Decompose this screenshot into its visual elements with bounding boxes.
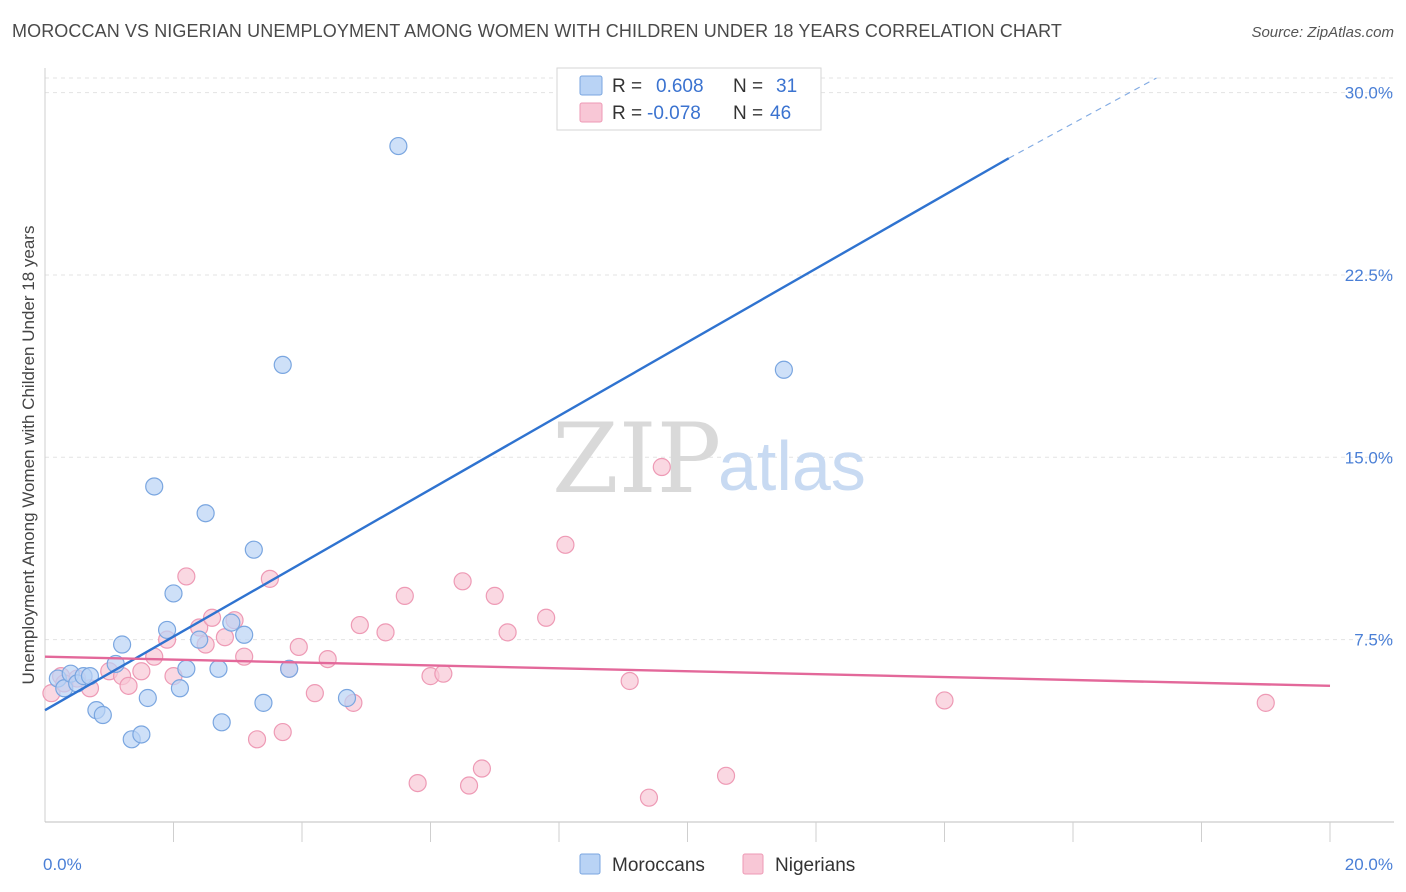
y-tick-label-0: 7.5% bbox=[1354, 631, 1393, 650]
legend-box: R = 0.608 N = 31 R = -0.078 N = 46 bbox=[556, 67, 822, 131]
nigerians-point-38 bbox=[556, 535, 575, 554]
nigerians-point-33 bbox=[459, 776, 479, 795]
nigerians-point-23 bbox=[305, 684, 324, 703]
x-tick-label-0: 0.0% bbox=[43, 855, 82, 874]
nigerians-point-40 bbox=[639, 788, 659, 807]
nigerians-point-27 bbox=[376, 623, 395, 642]
y-tick-labels: 7.5% 15.0% 22.5% 30.0% bbox=[1345, 84, 1393, 650]
watermark-atlas: atlas bbox=[718, 427, 866, 505]
bottom-legend-swatch-nigerians bbox=[742, 853, 764, 875]
nigerians-point-24 bbox=[318, 649, 337, 669]
nigerians-point-34 bbox=[472, 759, 491, 778]
moroccans-point-14 bbox=[157, 620, 177, 640]
nigerians-point-20 bbox=[273, 722, 292, 742]
nigerians-point-35 bbox=[485, 586, 504, 605]
moroccans-point-23 bbox=[235, 625, 254, 644]
moroccans-point-27 bbox=[280, 659, 299, 678]
axes bbox=[44, 68, 1394, 842]
moroccans-points bbox=[48, 136, 793, 749]
watermark-zip: ZIP bbox=[552, 403, 721, 515]
nigerians-point-25 bbox=[350, 615, 369, 635]
moroccans-point-26 bbox=[273, 355, 292, 375]
moroccans-point-22 bbox=[222, 613, 241, 632]
nigerians-point-17 bbox=[235, 647, 254, 666]
nigerians-point-39 bbox=[620, 671, 639, 691]
nigerians-point-31 bbox=[434, 664, 453, 683]
nigerians-point-28 bbox=[395, 586, 414, 605]
nigerians-point-44 bbox=[1256, 693, 1275, 712]
moroccans-point-29 bbox=[389, 136, 408, 156]
moroccans-point-12 bbox=[138, 688, 157, 708]
legend-r-label-nigerians: R = bbox=[612, 103, 642, 124]
nigerians-point-6 bbox=[119, 676, 138, 695]
moroccans-point-16 bbox=[170, 679, 190, 698]
y-tick-label-3: 30.0% bbox=[1345, 84, 1393, 103]
bottom-legend-moroccans: Moroccans bbox=[612, 855, 705, 876]
moroccans-trend-line bbox=[44, 157, 1010, 712]
nigerians-point-22 bbox=[289, 637, 308, 657]
y-tick-label-2: 22.5% bbox=[1345, 266, 1393, 285]
moroccans-point-20 bbox=[209, 659, 228, 678]
y-tick-label-1: 15.0% bbox=[1345, 448, 1393, 467]
bottom-legend-swatch-moroccans bbox=[579, 853, 601, 875]
legend-swatch-moroccans bbox=[579, 75, 603, 96]
nigerians-point-37 bbox=[537, 608, 556, 627]
moroccans-point-30 bbox=[774, 360, 793, 379]
legend-n-label-moroccans: N = bbox=[733, 76, 763, 97]
moroccans-point-13 bbox=[145, 477, 164, 496]
nigerians-point-36 bbox=[498, 623, 517, 642]
legend-r-label-moroccans: R = bbox=[612, 76, 642, 97]
nigerians-point-18 bbox=[247, 730, 267, 749]
source-label: Source: ZipAtlas.com bbox=[1251, 24, 1394, 41]
nigerians-point-14 bbox=[202, 608, 222, 627]
nigerians-point-43 bbox=[935, 691, 954, 710]
legend-n-value-nigerians: 46 bbox=[770, 103, 791, 124]
moroccans-point-11 bbox=[132, 725, 151, 744]
nigerians-point-41 bbox=[652, 457, 671, 477]
moroccans-point-25 bbox=[254, 693, 273, 712]
y-axis-label: Unemployment Among Women with Children U… bbox=[19, 226, 38, 685]
bottom-legend: Moroccans Nigerians bbox=[579, 853, 855, 876]
moroccans-point-7 bbox=[93, 705, 112, 725]
moroccans-trend-extension bbox=[1008, 77, 1157, 159]
trend-lines bbox=[44, 77, 1331, 712]
legend-r-value-nigerians: -0.078 bbox=[647, 103, 701, 124]
nigerians-point-29 bbox=[408, 773, 427, 793]
moroccans-point-28 bbox=[337, 688, 357, 708]
moroccans-point-15 bbox=[164, 584, 183, 603]
legend-n-value-moroccans: 31 bbox=[776, 76, 797, 97]
moroccans-point-17 bbox=[177, 659, 196, 678]
legend-swatch-nigerians bbox=[579, 102, 603, 123]
bottom-legend-nigerians: Nigerians bbox=[775, 855, 855, 876]
x-tick-labels: 0.0% 20.0% bbox=[43, 855, 1393, 874]
legend-n-label-nigerians: N = bbox=[733, 103, 763, 124]
legend-r-value-moroccans: 0.608 bbox=[656, 76, 704, 97]
nigerians-point-32 bbox=[453, 572, 472, 591]
moroccans-point-9 bbox=[112, 635, 132, 654]
nigerians-point-11 bbox=[177, 567, 196, 586]
chart-title: MOROCCAN VS NIGERIAN UNEMPLOYMENT AMONG … bbox=[12, 21, 1062, 41]
nigerians-trend-line bbox=[44, 655, 1331, 688]
x-tick-label-1: 20.0% bbox=[1345, 855, 1393, 874]
moroccans-point-19 bbox=[196, 504, 215, 523]
moroccans-point-18 bbox=[190, 630, 209, 649]
watermark: ZIP atlas bbox=[552, 403, 866, 515]
nigerians-point-42 bbox=[716, 766, 736, 785]
moroccans-point-24 bbox=[244, 540, 263, 559]
moroccans-point-21 bbox=[212, 713, 231, 732]
nigerians-point-7 bbox=[132, 662, 151, 681]
